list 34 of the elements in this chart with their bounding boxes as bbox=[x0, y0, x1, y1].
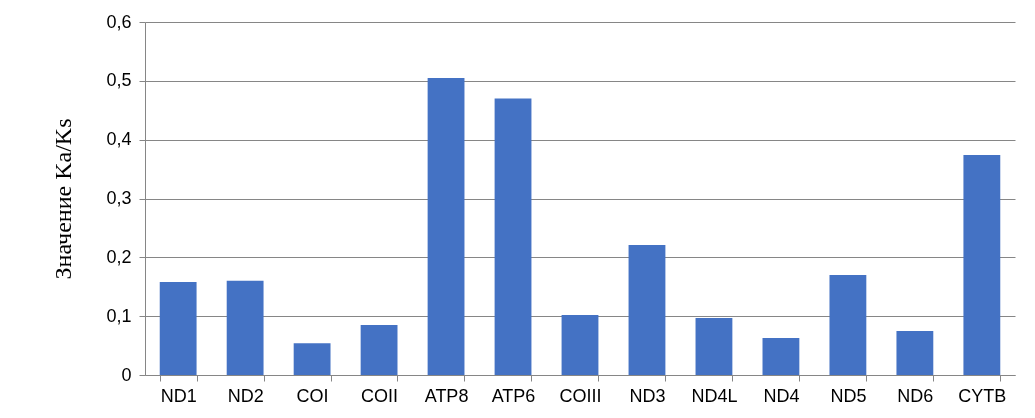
y-tick-label: 0,1 bbox=[106, 305, 132, 326]
bar bbox=[159, 282, 197, 375]
x-tick-label: ND4L bbox=[691, 385, 738, 406]
y-tick-label: 0,6 bbox=[106, 11, 132, 32]
x-tick-label: COII bbox=[361, 385, 399, 406]
bar bbox=[628, 244, 666, 375]
bar bbox=[896, 330, 934, 375]
y-tick-label: 0,4 bbox=[106, 129, 132, 150]
x-tick-label: ND5 bbox=[830, 385, 867, 406]
y-tick-label: 0,2 bbox=[106, 246, 132, 267]
bar bbox=[427, 77, 465, 375]
y-tick-label: 0,3 bbox=[106, 188, 132, 208]
x-tick-label: COI bbox=[296, 385, 329, 406]
bar bbox=[963, 154, 1001, 375]
x-tick-label: ND1 bbox=[160, 385, 197, 406]
bar bbox=[561, 314, 599, 375]
x-tick-label: COIII bbox=[559, 385, 602, 406]
bar bbox=[829, 274, 867, 375]
x-tick-label: ND3 bbox=[629, 385, 666, 406]
bar bbox=[226, 280, 264, 375]
bar bbox=[695, 317, 733, 375]
x-tick-label: ATP8 bbox=[424, 385, 469, 406]
x-tick-label: ND4 bbox=[763, 385, 800, 406]
bar bbox=[762, 337, 800, 375]
x-tick-label: CYTB bbox=[958, 385, 1007, 406]
x-tick-label: ATP6 bbox=[491, 385, 536, 406]
y-tick-label: 0 bbox=[121, 364, 132, 385]
y-axis-title: Значение Ka/Ks bbox=[50, 118, 77, 280]
x-tick-label: ND6 bbox=[897, 385, 934, 406]
bar bbox=[494, 98, 532, 375]
bar bbox=[293, 343, 331, 375]
x-tick-label: ND2 bbox=[227, 385, 264, 406]
y-tick-label: 0,5 bbox=[106, 70, 132, 91]
bar bbox=[360, 324, 398, 375]
